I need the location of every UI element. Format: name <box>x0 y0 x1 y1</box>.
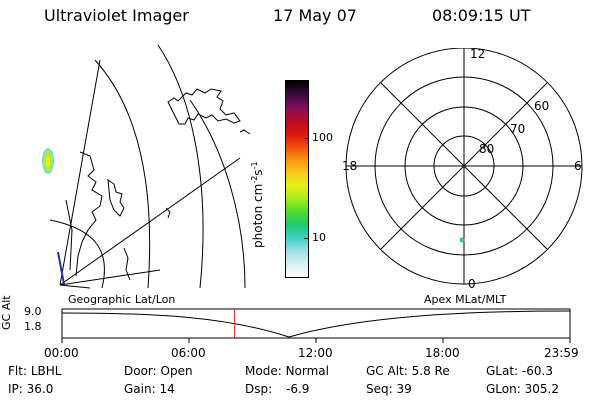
glat-info: GLat: -60.3 <box>486 364 553 378</box>
geographic-map <box>42 44 251 289</box>
observation-time: 08:09:15 UT <box>432 6 531 25</box>
colorbar-unit-label: photon cm-2s-1 <box>250 161 265 248</box>
intensity-colorbar <box>285 80 309 278</box>
altitude-timeline <box>61 308 571 343</box>
seq-info: Seq: 39 <box>366 382 412 396</box>
glon-info: GLon: 305.2 <box>486 382 559 396</box>
mode-info: Mode: Normal <box>245 364 329 378</box>
timeline-tick-label: 18:00 <box>425 346 460 360</box>
gc-alt-info: GC Alt: 5.8 Re <box>366 364 450 378</box>
timeline-tick-label: 12:00 <box>298 346 333 360</box>
timeline-ytick-bottom: 1.8 <box>24 320 42 333</box>
colorbar-tick-label: 100 <box>312 130 333 144</box>
mlat-label-60: 60 <box>534 99 549 113</box>
timeline-tick-label: 23:59 <box>544 346 579 360</box>
ip-info: IP: 36.0 <box>8 382 54 396</box>
gain-info: Gain: 14 <box>124 382 175 396</box>
mlt-label-right: 6 <box>574 159 582 173</box>
door-info: Door: Open <box>124 364 193 378</box>
timeline-left-label: Geographic Lat/Lon <box>68 293 176 306</box>
timeline-right-label: Apex MLat/MLT <box>424 293 507 306</box>
colorbar-tick-mark <box>304 237 308 239</box>
mlat-label-80: 80 <box>479 142 494 156</box>
dsp-info: Dsp: -6.9 <box>245 382 310 396</box>
observation-date: 17 May 07 <box>273 6 357 25</box>
timeline-tick-label: 00:00 <box>44 346 79 360</box>
colorbar-tick-mark <box>304 137 308 139</box>
instrument-title: Ultraviolet Imager <box>44 6 189 25</box>
timeline-tick-label: 06:00 <box>171 346 206 360</box>
filter-info: Flt: LBHL <box>8 364 62 378</box>
mlt-label-top: 12 <box>470 48 485 61</box>
mlt-label-left: 18 <box>342 159 357 173</box>
aurora-point <box>459 237 465 243</box>
colorbar-tick-label: 10 <box>312 230 326 244</box>
polar-mlt-plot: 12 18 6 0 60 70 80 <box>342 48 583 290</box>
mlt-label-bottom: 0 <box>468 277 476 290</box>
timeline-ylabel: GC Alt <box>0 295 13 330</box>
mlat-label-70: 70 <box>510 122 525 136</box>
timeline-ytick-top: 9.0 <box>24 305 42 318</box>
